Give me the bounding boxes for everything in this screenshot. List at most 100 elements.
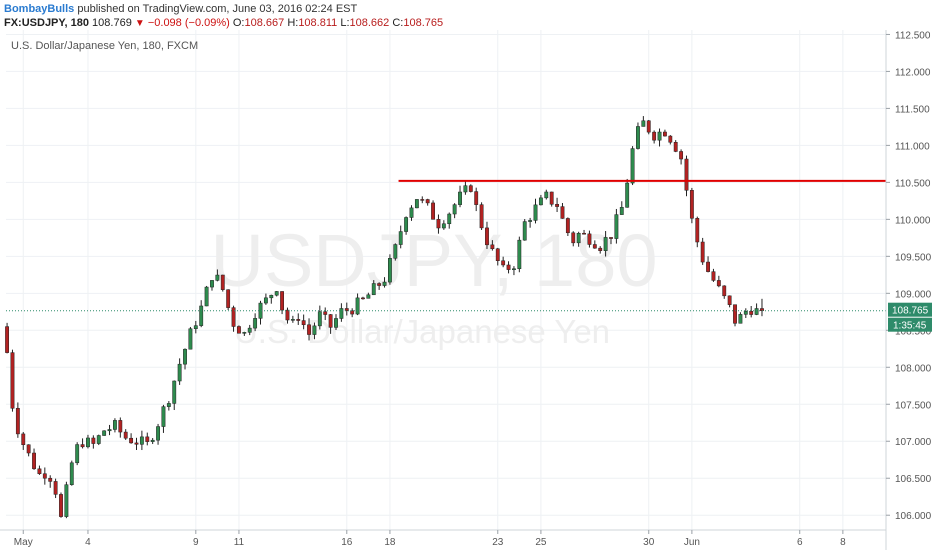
candle-up bbox=[210, 280, 214, 288]
publish-info: BombayBulls published on TradingView.com… bbox=[4, 3, 357, 15]
last-price-badge bbox=[888, 302, 932, 317]
candle-up bbox=[743, 310, 748, 315]
candle-down bbox=[490, 244, 495, 250]
watermark-name: U.S. Dollar/Japanese Yen bbox=[234, 313, 610, 350]
y-tick-label: 106.000 bbox=[895, 511, 932, 522]
candle-up bbox=[738, 314, 743, 324]
candle-down bbox=[673, 142, 678, 152]
candle-up bbox=[188, 328, 193, 350]
candle-down bbox=[495, 248, 500, 261]
candle-down bbox=[646, 120, 651, 133]
candle-up bbox=[576, 232, 581, 244]
candle-down bbox=[760, 308, 764, 311]
candle-down bbox=[129, 437, 134, 444]
candle-up bbox=[161, 406, 166, 427]
author-link[interactable]: BombayBulls bbox=[4, 3, 75, 15]
candle-down bbox=[555, 204, 559, 207]
candle-down bbox=[361, 297, 365, 300]
candle-down bbox=[425, 199, 430, 204]
candle-down bbox=[609, 237, 613, 239]
candle-down bbox=[749, 310, 754, 315]
candle-down bbox=[700, 241, 705, 263]
close-value: 108.765 bbox=[403, 17, 444, 29]
candle-up bbox=[538, 197, 543, 206]
candle-down bbox=[296, 319, 301, 321]
x-tick-label: May bbox=[14, 537, 33, 548]
symbol-label[interactable]: FX:USDJPY, 180 bbox=[4, 17, 89, 29]
candle-up bbox=[263, 297, 268, 304]
candlestick-chart[interactable]: USDJPY, 180 U.S. Dollar/Japanese Yen U.S. … bbox=[0, 30, 932, 550]
candle-up bbox=[382, 281, 387, 286]
candle-up bbox=[253, 318, 258, 329]
candle-up bbox=[247, 327, 252, 333]
x-tick-label: 4 bbox=[85, 537, 91, 548]
plot-area[interactable] bbox=[0, 30, 886, 550]
candle-down bbox=[549, 191, 554, 205]
candle-up bbox=[177, 363, 182, 382]
candle-down bbox=[565, 218, 570, 234]
y-tick-label: 109.000 bbox=[895, 289, 932, 300]
open-label: O: bbox=[232, 17, 245, 29]
candle-down bbox=[501, 260, 506, 266]
candle-down bbox=[689, 190, 694, 219]
candle-up bbox=[269, 294, 274, 299]
candle-down bbox=[344, 308, 349, 311]
candle-up bbox=[339, 308, 344, 319]
candle-down bbox=[80, 444, 85, 448]
candle-down bbox=[436, 219, 441, 229]
candle-down bbox=[733, 304, 737, 324]
y-tick-label: 110.000 bbox=[895, 215, 931, 226]
candle-down bbox=[328, 314, 333, 328]
candle-up bbox=[657, 131, 662, 141]
candle-down bbox=[468, 185, 473, 192]
candle-down bbox=[706, 261, 710, 272]
candle-up bbox=[96, 435, 101, 444]
candle-down bbox=[307, 324, 311, 335]
candle-up bbox=[371, 283, 376, 296]
x-tick-label: Jun bbox=[684, 537, 700, 548]
candle-up bbox=[107, 429, 112, 432]
candle-down bbox=[37, 468, 42, 474]
candle-down bbox=[485, 227, 489, 246]
candle-down bbox=[479, 204, 484, 229]
candle-down bbox=[91, 437, 96, 444]
candle-up bbox=[630, 148, 635, 184]
candle-down bbox=[571, 232, 576, 244]
low-label: L: bbox=[340, 17, 350, 29]
candle-down bbox=[592, 244, 597, 249]
x-tick-label: 16 bbox=[341, 537, 353, 548]
candle-down bbox=[301, 320, 306, 326]
candle-up bbox=[619, 207, 624, 215]
candle-down bbox=[663, 131, 667, 137]
candle-down bbox=[431, 202, 435, 220]
candle-up bbox=[528, 220, 533, 222]
candle-up bbox=[64, 484, 69, 517]
close-label: C: bbox=[392, 17, 404, 29]
candle-down bbox=[231, 307, 236, 327]
candle-down bbox=[15, 408, 20, 435]
candle-down bbox=[32, 452, 36, 470]
chart-panel[interactable]: USDJPY, 180 U.S. Dollar/Japanese Yen U.S. … bbox=[0, 30, 932, 550]
candle-down bbox=[695, 218, 700, 243]
candle-up bbox=[113, 420, 117, 430]
countdown-badge bbox=[888, 317, 932, 332]
candle-up bbox=[274, 291, 279, 296]
watermark-symbol: USDJPY, 180 bbox=[211, 219, 658, 302]
high-value: 108.811 bbox=[298, 17, 338, 29]
symbol-info: FX:USDJPY, 180 108.769 ▼ −0.098 (−0.09%)… bbox=[4, 17, 443, 29]
candle-down bbox=[53, 481, 58, 495]
low-value: 108.662 bbox=[349, 17, 390, 29]
candle-up bbox=[409, 207, 414, 218]
y-tick-label: 106.500 bbox=[895, 474, 932, 485]
candle-down bbox=[684, 158, 689, 191]
x-tick-label: 9 bbox=[193, 537, 199, 548]
candle-up bbox=[166, 403, 171, 407]
candle-up bbox=[544, 191, 549, 199]
candle-up bbox=[404, 217, 409, 232]
candle-up bbox=[614, 214, 619, 239]
candle-up bbox=[625, 182, 630, 208]
chart-title: U.S. Dollar/Japanese Yen, 180, FXCM bbox=[11, 40, 198, 52]
candle-up bbox=[75, 444, 80, 464]
candle-down bbox=[679, 151, 684, 160]
candle-down bbox=[474, 191, 479, 205]
